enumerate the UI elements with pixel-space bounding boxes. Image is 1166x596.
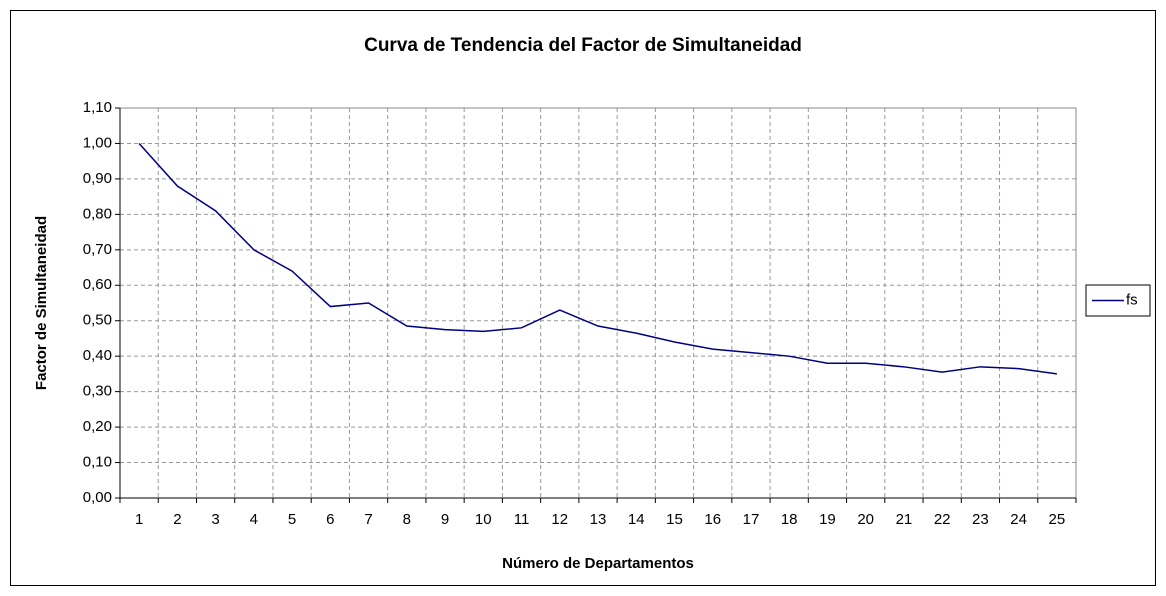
x-axis-label: Número de Departamentos	[502, 555, 694, 572]
x-tick-label: 17	[743, 511, 760, 528]
x-tick-label: 2	[173, 511, 181, 528]
x-tick-label: 16	[704, 511, 721, 528]
x-tick-label: 22	[934, 511, 951, 528]
x-tick-label: 10	[475, 511, 492, 528]
y-axis-label: Factor de Simultaneidad	[33, 216, 50, 390]
x-tick-label: 3	[211, 511, 219, 528]
x-tick-label: 21	[896, 511, 913, 528]
y-tick-label: 0,80	[83, 205, 112, 222]
x-tick-label: 25	[1049, 511, 1066, 528]
x-tick-label: 14	[628, 511, 645, 528]
y-tick-label: 0,50	[83, 312, 112, 329]
x-tick-label: 5	[288, 511, 296, 528]
y-tick-label: 0,90	[83, 170, 112, 187]
x-tick-label: 18	[781, 511, 798, 528]
legend-label: fs	[1126, 291, 1138, 308]
y-tick-label: 0,70	[83, 241, 112, 258]
y-tick-label: 0,60	[83, 276, 112, 293]
y-tick-label: 0,10	[83, 454, 112, 471]
y-tick-label: 0,40	[83, 347, 112, 364]
x-tick-label: 9	[441, 511, 449, 528]
line-series	[138, 142, 1057, 375]
chart-frame	[10, 10, 1156, 586]
y-tick-label: 1,00	[83, 134, 112, 151]
x-tick-label: 7	[364, 511, 372, 528]
x-tick-label: 1	[135, 511, 143, 528]
x-tick-label: 19	[819, 511, 836, 528]
x-tick-label: 4	[250, 511, 258, 528]
x-tick-label: 6	[326, 511, 334, 528]
x-tick-label: 15	[666, 511, 683, 528]
y-tick-label: 0,00	[83, 489, 112, 506]
x-tick-label: 20	[857, 511, 874, 528]
x-tick-label: 11	[514, 511, 530, 528]
x-tick-label: 23	[972, 511, 989, 528]
y-tick-label: 0,20	[83, 418, 112, 435]
x-tick-label: 8	[403, 511, 411, 528]
chart-title: Curva de Tendencia del Factor de Simulta…	[364, 35, 802, 56]
y-tick-label: 1,10	[83, 99, 112, 116]
x-tick-label: 13	[590, 511, 607, 528]
x-tick-label: 12	[551, 511, 568, 528]
x-tick-label: 24	[1010, 511, 1027, 528]
y-tick-label: 0,30	[83, 383, 112, 400]
